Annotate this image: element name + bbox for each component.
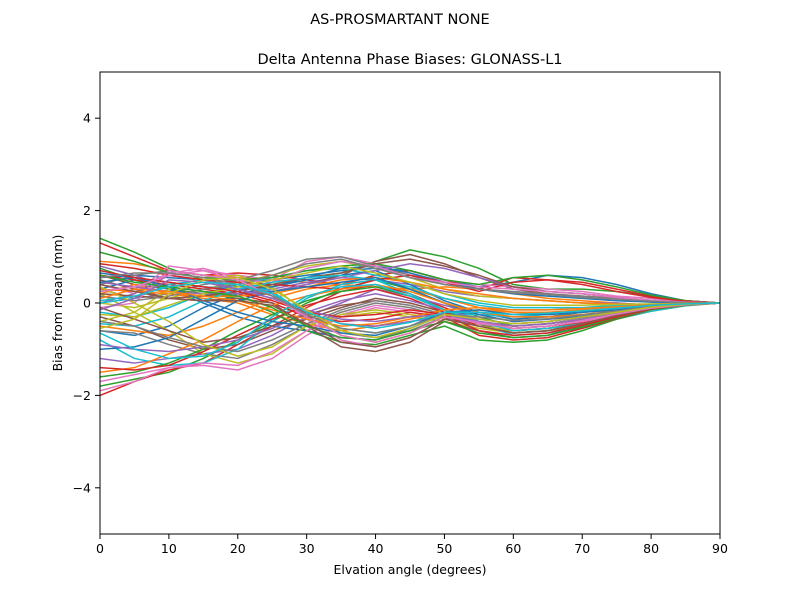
y-axis-label: Bias from mean (mm) [50, 235, 65, 372]
x-tick-label: 60 [505, 541, 521, 556]
x-tick-label: 20 [230, 541, 246, 556]
x-axis-ticks: 0 10 20 30 40 50 60 70 80 90 [96, 534, 728, 556]
figure-suptitle: AS-PROSMARTANT NONE [310, 12, 489, 28]
x-tick-label: 40 [368, 541, 384, 556]
y-tick-label: −4 [73, 480, 91, 495]
series-line-38 [100, 258, 720, 304]
x-axis-label: Elvation angle (degrees) [333, 562, 486, 577]
series-line-56 [100, 283, 720, 348]
series-line-58 [100, 272, 720, 334]
x-tick-label: 70 [574, 541, 590, 556]
chart-title: Delta Antenna Phase Biases: GLONASS-L1 [257, 52, 562, 68]
x-tick-label: 90 [712, 541, 728, 556]
x-tick-label: 0 [96, 541, 104, 556]
y-tick-label: 2 [83, 203, 91, 218]
series-line-59 [100, 276, 720, 339]
series-line-57 [100, 269, 720, 344]
x-tick-label: 80 [643, 541, 659, 556]
x-tick-label: 10 [161, 541, 177, 556]
y-axis-ticks: −4 −2 0 2 4 [73, 111, 100, 495]
series-line-53 [100, 274, 720, 341]
x-tick-label: 50 [436, 541, 452, 556]
y-tick-label: 4 [83, 111, 91, 126]
x-tick-label: 30 [299, 541, 315, 556]
series-lines [100, 237, 720, 397]
y-tick-label: −2 [73, 388, 91, 403]
series-line-60 [100, 281, 720, 330]
series-line-54 [100, 269, 720, 337]
y-tick-label: 0 [83, 296, 91, 311]
series-line-39 [100, 265, 720, 318]
